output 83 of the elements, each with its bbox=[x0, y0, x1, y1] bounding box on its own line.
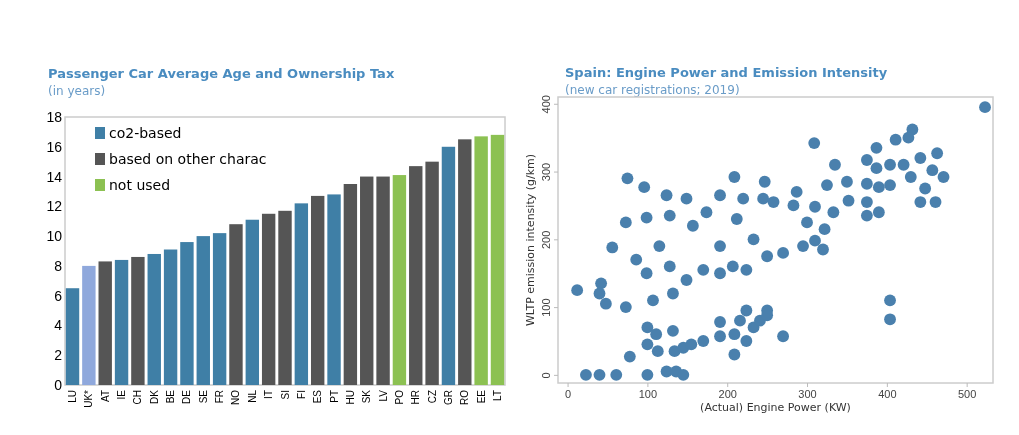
bar bbox=[441, 146, 456, 385]
y-tick-label: 8 bbox=[54, 257, 63, 274]
bar bbox=[409, 166, 423, 385]
bar bbox=[310, 195, 325, 385]
x-tick-label: RO bbox=[459, 389, 471, 405]
x-axis-title: (Actual) Engine Power (KW) bbox=[700, 401, 851, 414]
bar bbox=[360, 176, 374, 385]
y-tick-label: 14 bbox=[46, 168, 63, 185]
x-tick-label: NO bbox=[230, 389, 242, 405]
legend-label: co2-based bbox=[109, 125, 182, 141]
x-tick-label: LV bbox=[377, 389, 389, 402]
y-tick-label: 0 bbox=[540, 372, 552, 379]
bar bbox=[261, 213, 276, 385]
bar bbox=[212, 233, 227, 385]
bar bbox=[343, 184, 358, 385]
x-tick-label: 200 bbox=[718, 387, 737, 400]
chart-title: Spain: Engine Power and Emission Intensity bbox=[565, 65, 888, 80]
bar bbox=[196, 236, 210, 385]
y-tick-label: 10 bbox=[46, 228, 63, 245]
x-tick-label: 500 bbox=[957, 387, 977, 400]
x-tick-label: GR bbox=[442, 390, 454, 405]
bar bbox=[376, 176, 390, 385]
x-tick-label: CH bbox=[132, 390, 144, 405]
chart-subtitle: (in years) bbox=[48, 84, 106, 98]
bar bbox=[65, 288, 80, 385]
bar bbox=[294, 203, 309, 385]
bar bbox=[180, 242, 194, 385]
x-tick-label: AT bbox=[99, 390, 111, 403]
x-tick-label: EE bbox=[475, 389, 487, 404]
bar bbox=[458, 139, 472, 385]
y-tick-label: 12 bbox=[46, 198, 63, 215]
x-tick-label: IE bbox=[116, 389, 128, 400]
x-tick-label: DE bbox=[181, 389, 193, 404]
legend-label: based on other charac bbox=[109, 151, 267, 167]
y-tick-label: 400 bbox=[540, 95, 552, 114]
x-tick-label: 300 bbox=[798, 387, 817, 400]
bar bbox=[82, 265, 96, 385]
bar bbox=[163, 249, 178, 385]
bar bbox=[147, 253, 161, 385]
legend-label: not used bbox=[109, 177, 171, 193]
x-tick-label: 400 bbox=[878, 387, 897, 400]
x-tick-label: LU bbox=[67, 390, 79, 403]
y-tick-label: 16 bbox=[46, 138, 63, 155]
x-tick-label: BE bbox=[165, 389, 177, 404]
bar bbox=[425, 161, 439, 385]
bar bbox=[490, 134, 505, 385]
y-tick-label: 300 bbox=[540, 162, 552, 182]
bar bbox=[278, 210, 292, 385]
x-tick-label: SE bbox=[197, 389, 209, 404]
x-tick-label: CZ bbox=[426, 390, 438, 404]
x-tick-label: PO bbox=[393, 389, 405, 405]
x-tick-label: LT bbox=[491, 390, 503, 401]
bar bbox=[392, 175, 407, 385]
bar bbox=[114, 259, 129, 385]
x-tick-label: IT bbox=[263, 390, 275, 399]
y-tick-label: 4 bbox=[54, 317, 63, 334]
x-tick-label: FR bbox=[214, 390, 226, 404]
bar bbox=[229, 224, 243, 385]
x-tick-label: 0 bbox=[565, 387, 572, 400]
y-tick-label: 6 bbox=[54, 287, 63, 304]
chart-subtitle: (new car registrations; 2019) bbox=[565, 83, 740, 97]
y-axis-title: WLTP emission intensity (g/km) bbox=[524, 153, 537, 327]
y-tick-label: 18 bbox=[46, 108, 63, 125]
x-tick-label: SI bbox=[279, 390, 291, 400]
x-tick-label: PT bbox=[328, 390, 340, 403]
bar bbox=[98, 261, 112, 385]
x-tick-label: 100 bbox=[638, 387, 658, 400]
x-tick-label: HU bbox=[344, 390, 356, 405]
x-tick-label: NL bbox=[246, 389, 258, 403]
bar bbox=[245, 219, 260, 385]
x-tick-label: DK bbox=[148, 389, 160, 404]
x-tick-label: SK bbox=[361, 389, 373, 404]
y-tick-label: 2 bbox=[54, 347, 63, 364]
bar bbox=[131, 256, 145, 385]
y-tick-label: 200 bbox=[540, 230, 552, 249]
bar bbox=[474, 136, 488, 385]
x-tick-label: ES bbox=[312, 389, 324, 404]
bar bbox=[327, 194, 341, 385]
x-tick-label: HR bbox=[410, 390, 422, 405]
x-tick-label: UK* bbox=[83, 389, 95, 408]
y-tick-label: 100 bbox=[540, 298, 552, 317]
x-tick-label: FI bbox=[295, 390, 307, 399]
chart-title: Passenger Car Average Age and Ownership Tax bbox=[48, 66, 395, 81]
